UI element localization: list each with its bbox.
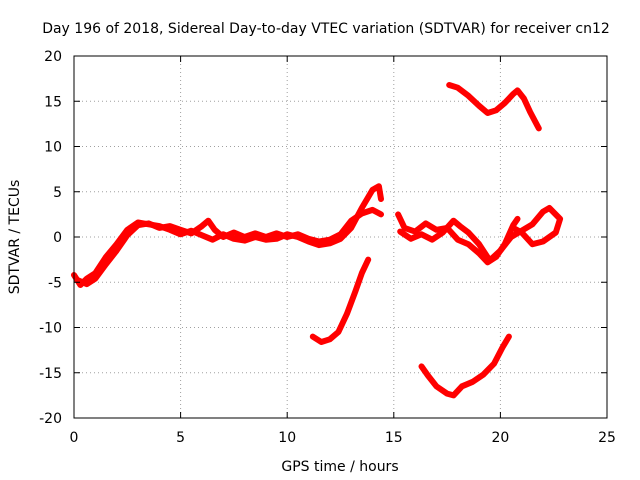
y-tick-label: 15 <box>44 94 62 110</box>
series-arc-b <box>75 206 384 288</box>
series-arc-c <box>309 256 372 345</box>
x-axis-label: GPS time / hours <box>281 459 398 475</box>
y-tick-label: -5 <box>48 275 62 291</box>
x-tick-label: 5 <box>176 430 185 446</box>
y-tick-label: 20 <box>44 49 62 65</box>
x-tick-label: 10 <box>278 430 296 446</box>
y-tick-label: -15 <box>39 366 62 382</box>
data-series <box>71 82 564 399</box>
y-tick-label: -20 <box>39 411 62 427</box>
series-arc-e <box>397 205 564 264</box>
y-axis-label: SDTVAR / TECUs <box>7 180 23 295</box>
x-tick-label: 15 <box>385 430 403 446</box>
y-tick-label: 0 <box>53 230 62 246</box>
x-tick-label: 20 <box>491 430 509 446</box>
series-arc-g <box>418 333 512 399</box>
series-arc-f <box>446 82 542 132</box>
y-tick-label: 10 <box>44 140 62 156</box>
x-tick-label: 0 <box>70 430 79 446</box>
y-tick-label: -10 <box>39 321 62 337</box>
y-tick-label: 5 <box>53 185 62 201</box>
x-tick-label: 25 <box>598 430 616 446</box>
chart-title: Day 196 of 2018, Sidereal Day-to-day VTE… <box>42 21 610 37</box>
axis-ticks: 0 5 10 15 20 25 -20 -15 -10 -5 0 5 10 15 20 <box>39 49 616 446</box>
